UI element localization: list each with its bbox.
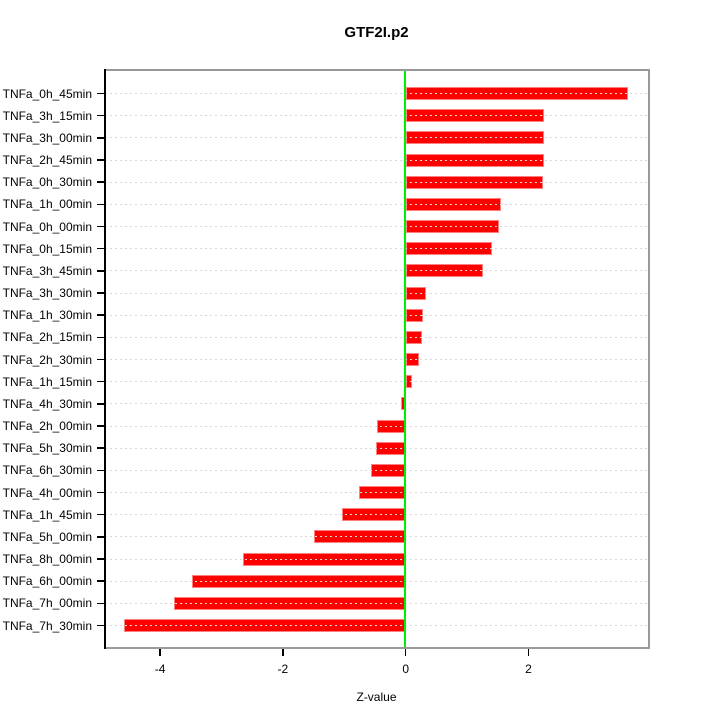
y-axis-label: TNFa_8h_00min — [2, 552, 92, 567]
x-axis-tick — [527, 649, 530, 656]
gridline — [105, 137, 648, 139]
y-axis-tick — [97, 314, 105, 316]
gridline — [105, 602, 648, 604]
y-axis-tick — [97, 380, 105, 383]
y-axis-label: TNFa_0h_45min — [2, 86, 92, 101]
x-axis-tick-label: -2 — [277, 662, 289, 676]
x-axis-tick-label: 0 — [402, 662, 410, 676]
x-axis-tick — [404, 649, 407, 656]
gridline — [105, 115, 648, 117]
y-axis-label: TNFa_1h_15min — [2, 374, 92, 389]
gridline — [105, 492, 648, 494]
y-axis-tick — [97, 513, 105, 516]
plot-border-top — [105, 69, 648, 71]
gridline — [105, 514, 648, 516]
y-axis-tick — [97, 403, 105, 405]
y-axis-label: TNFa_4h_00min — [2, 485, 92, 500]
y-axis-label: TNFa_1h_00min — [2, 197, 92, 212]
gridline — [105, 292, 648, 294]
y-axis-tick — [97, 425, 105, 427]
y-axis-tick — [97, 247, 105, 250]
y-axis-label: TNFa_2h_30min — [2, 352, 92, 367]
y-axis-label: TNFa_2h_00min — [2, 419, 92, 434]
gridline — [105, 314, 648, 316]
y-axis-tick — [97, 558, 105, 560]
y-axis-tick — [97, 602, 105, 605]
y-axis-label: TNFa_1h_30min — [2, 308, 92, 323]
y-axis-tick — [97, 358, 105, 361]
gridline — [105, 580, 648, 582]
y-axis-label: TNFa_0h_30min — [2, 175, 92, 190]
y-axis-tick — [97, 225, 105, 228]
gridline — [105, 425, 648, 427]
y-axis-label: TNFa_2h_15min — [2, 330, 92, 345]
y-axis-tick — [97, 447, 105, 449]
y-axis-label: TNFa_6h_00min — [2, 574, 92, 589]
y-axis-line — [104, 69, 106, 649]
gridline — [105, 536, 648, 538]
gridline — [105, 181, 648, 183]
gridline — [105, 447, 648, 449]
y-axis-label: TNFa_0h_00min — [2, 219, 92, 234]
y-axis-label: TNFa_7h_30min — [2, 618, 92, 633]
gridline — [105, 359, 648, 361]
y-axis-tick — [97, 336, 105, 339]
y-axis-tick — [97, 114, 105, 117]
plot-border-bottom — [105, 647, 648, 649]
y-axis-tick — [97, 203, 105, 206]
y-axis-label: TNFa_0h_15min — [2, 241, 92, 256]
chart-title: GTF2I.p2 — [344, 24, 409, 41]
y-axis-label: TNFa_2h_45min — [2, 153, 92, 167]
y-axis-tick — [97, 92, 105, 95]
zero-reference-line — [403, 71, 406, 647]
y-axis-label: TNFa_3h_30min — [2, 286, 92, 301]
y-axis-label: TNFa_5h_00min — [2, 529, 92, 544]
gridline — [105, 248, 648, 250]
y-axis-tick — [97, 159, 105, 161]
plot-area: TNFa_0h_45min TNFa_3h_15min TNFa_3h_00min T… — [3, 69, 650, 676]
y-axis-tick — [97, 624, 105, 627]
gridline — [105, 469, 648, 471]
y-axis-tick — [97, 491, 105, 494]
gridline — [105, 381, 648, 383]
y-axis-label: TNFa_4h_30min — [2, 396, 92, 411]
y-axis-tick — [97, 137, 105, 139]
x-axis-title: Z-value — [356, 690, 397, 704]
y-axis-tick — [97, 270, 105, 272]
gridline — [105, 203, 648, 205]
y-axis-tick — [97, 469, 105, 472]
y-axis-label: TNFa_3h_15min — [2, 108, 92, 123]
x-axis-tick-label: 2 — [525, 662, 532, 676]
y-axis-label: TNFa_1h_45min — [2, 507, 92, 522]
y-axis-label: TNFa_3h_00min — [2, 130, 92, 145]
y-axis-tick — [97, 580, 105, 582]
plot-border-right — [648, 69, 650, 649]
y-axis-label: TNFa_7h_00min — [2, 596, 92, 611]
y-axis-tick — [97, 536, 105, 538]
y-axis-tick — [97, 292, 105, 294]
y-axis-label: TNFa_3h_45min — [2, 263, 92, 278]
y-axis-label: TNFa_5h_30min — [2, 441, 92, 456]
y-axis-tick — [97, 181, 105, 183]
gridline — [105, 159, 648, 161]
x-axis-tick-label: -4 — [154, 662, 166, 676]
y-axis-label: TNFa_6h_30min — [2, 463, 92, 478]
gridline — [105, 558, 648, 560]
gridline — [105, 270, 648, 272]
gridline — [105, 93, 648, 94]
gridline — [105, 625, 648, 627]
x-axis-tick — [159, 649, 161, 656]
gridline — [105, 226, 648, 228]
gridline — [105, 403, 648, 405]
x-axis-tick — [282, 649, 284, 656]
gridline — [105, 336, 648, 338]
